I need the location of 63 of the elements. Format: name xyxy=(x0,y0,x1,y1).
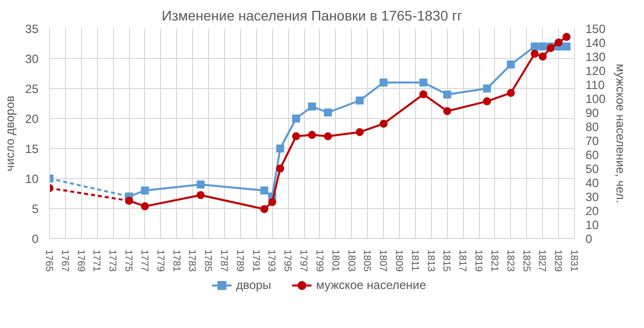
y2-tick-label: 120 xyxy=(586,64,606,78)
x-tick-label: 1805 xyxy=(361,250,372,272)
y2-tick-label: 50 xyxy=(586,162,600,176)
x-tick-label: 1825 xyxy=(520,250,532,272)
x-tick-label: 1831 xyxy=(568,250,579,272)
x-tick-label: 1783 xyxy=(186,250,198,272)
y-tick-label: 30 xyxy=(25,52,39,66)
legend-label: мужское население xyxy=(316,278,426,292)
x-tick-label: 1769 xyxy=(74,250,86,272)
x-tick-label: 1773 xyxy=(106,250,118,272)
x-tick-label: 1767 xyxy=(58,250,70,272)
legend-label: дворы xyxy=(236,278,272,292)
x-tick-label: 1797 xyxy=(298,250,309,272)
y-tick-label: 20 xyxy=(25,112,39,126)
y2-tick-label: 10 xyxy=(586,218,600,232)
y-tick-label: 10 xyxy=(25,172,39,186)
x-tick-label: 1791 xyxy=(250,250,261,272)
x-tick-label: 1777 xyxy=(138,250,150,272)
y-axis-title: число дворов xyxy=(3,96,18,172)
y2-tick-label: 20 xyxy=(586,204,600,218)
x-tick-label: 1779 xyxy=(154,250,166,272)
x-tick-label: 1781 xyxy=(170,250,182,272)
x-tick-label: 1789 xyxy=(234,250,245,272)
y-tick-label: 0 xyxy=(32,232,39,246)
y2-tick-label: 70 xyxy=(586,134,600,148)
x-tick-label: 1775 xyxy=(122,250,134,272)
x-tick-label: 1795 xyxy=(282,250,293,272)
y-tick-label: 15 xyxy=(25,142,39,156)
x-tick-label: 1823 xyxy=(504,250,516,272)
y2-tick-label: 80 xyxy=(586,120,600,134)
x-tick-label: 1785 xyxy=(202,250,214,272)
y2-axis-title: мужское население, чел. xyxy=(614,64,628,204)
x-tick-label: 1787 xyxy=(218,250,229,272)
y2-tick-label: 150 xyxy=(586,22,606,36)
y-tick-label: 25 xyxy=(25,82,39,96)
x-tick-label: 1817 xyxy=(456,250,468,272)
x-tick-label: 1799 xyxy=(313,250,324,272)
x-tick-label: 1815 xyxy=(440,250,452,272)
x-tick-label: 1765 xyxy=(43,250,54,272)
y2-tick-label: 40 xyxy=(586,176,600,190)
y2-tick-label: 90 xyxy=(586,106,600,120)
x-tick-label: 1813 xyxy=(424,250,436,272)
x-tick-label: 1793 xyxy=(266,250,277,272)
y-tick-label: 35 xyxy=(25,22,39,36)
x-tick-label: 1809 xyxy=(393,250,404,272)
x-tick-label: 1807 xyxy=(377,250,388,272)
x-tick-label: 1801 xyxy=(329,250,340,272)
y2-tick-label: 140 xyxy=(586,36,606,50)
y2-tick-label: 60 xyxy=(586,148,600,162)
y-tick-label: 5 xyxy=(32,202,39,216)
x-tick-label: 1829 xyxy=(552,250,564,272)
x-tick-label: 1803 xyxy=(345,250,356,272)
y2-tick-label: 100 xyxy=(586,92,606,106)
x-tick-label: 1811 xyxy=(408,250,420,272)
y2-tick-label: 130 xyxy=(586,50,606,64)
x-tick-label: 1821 xyxy=(488,250,500,272)
chart-title: Изменение населения Пановки в 1765-1830 гг xyxy=(162,8,462,24)
x-tick-label: 1771 xyxy=(90,250,102,272)
y2-tick-label: 110 xyxy=(586,78,605,92)
y2-tick-label: 30 xyxy=(586,190,600,204)
x-tick-label: 1819 xyxy=(472,250,484,272)
x-tick-label: 1827 xyxy=(536,250,548,272)
y2-tick-label: 0 xyxy=(586,232,592,246)
